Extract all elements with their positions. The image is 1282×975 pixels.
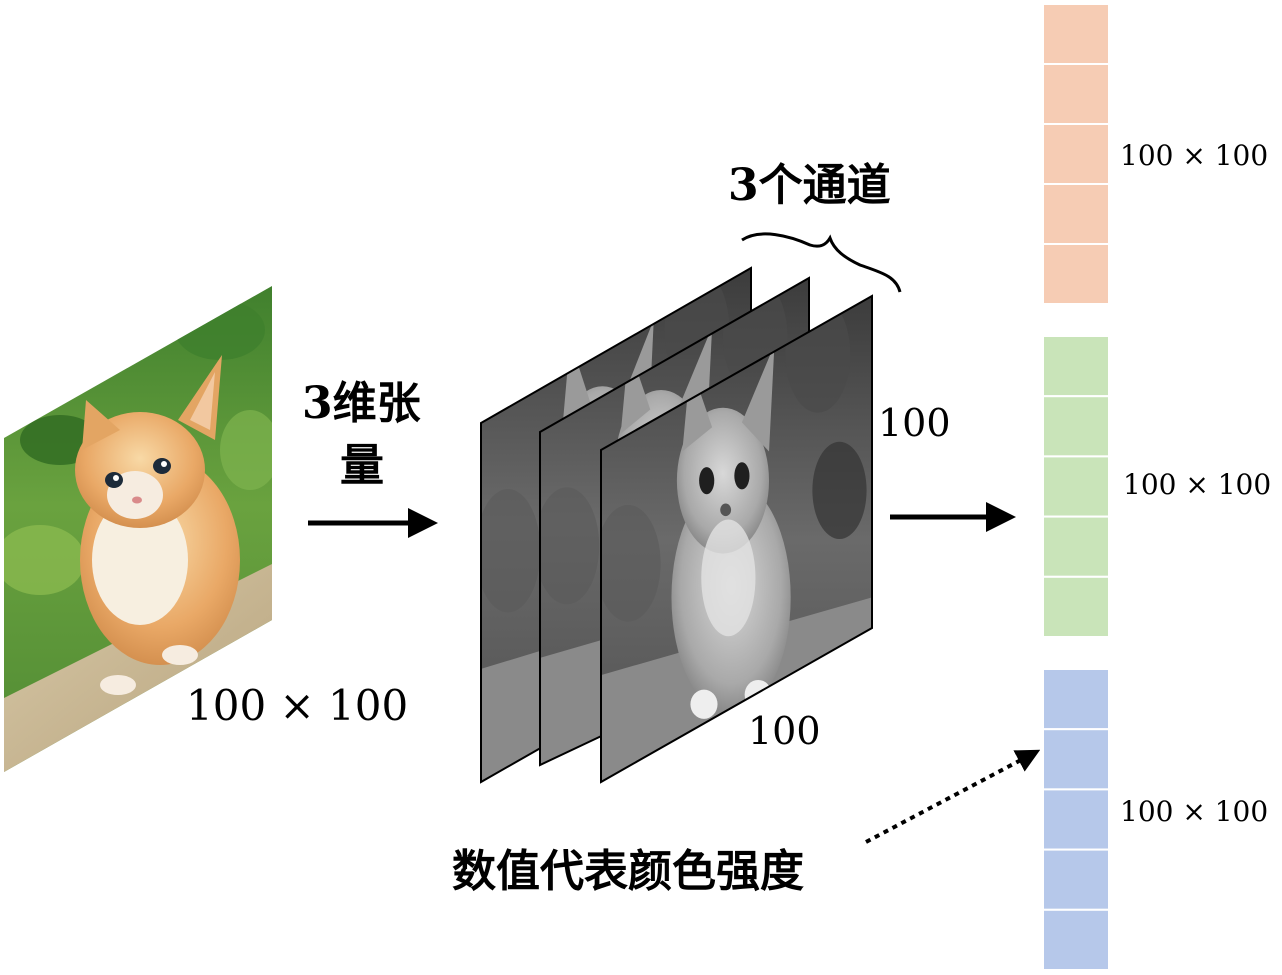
green-vector-cell — [1042, 395, 1110, 458]
red-vector-cell — [1042, 3, 1110, 65]
red-vector-cell — [1042, 63, 1110, 125]
channels-label: 3个通道 — [728, 160, 891, 211]
blue-vector-cell — [1042, 728, 1110, 791]
green-vector-cell — [1042, 575, 1110, 638]
tensor-label-line1: 3维张 — [302, 378, 421, 429]
red-vector-cell — [1042, 183, 1110, 245]
blue-vector-cell — [1042, 848, 1110, 911]
height-label: 100 — [878, 401, 951, 445]
color-intensity-label: 数值代表颜色强度 — [452, 846, 804, 897]
green-block-label: 100 × 100 — [1123, 468, 1271, 501]
green-vector-cell — [1042, 455, 1110, 518]
red-vector-cell — [1042, 123, 1110, 185]
green-vector-cell — [1042, 515, 1110, 578]
image-size-label: 100 × 100 — [186, 681, 408, 730]
green-vector-cell — [1042, 335, 1110, 398]
blue-vector-cell — [1042, 908, 1110, 971]
red-block-label: 100 × 100 — [1120, 139, 1268, 172]
blue-vector-cell — [1042, 788, 1110, 851]
width-label: 100 — [748, 709, 821, 753]
channels-brace — [741, 232, 902, 293]
channel-layer-front — [600, 294, 873, 784]
red-vector-cell — [1042, 243, 1110, 305]
intensity-pointer-arrow — [865, 749, 1041, 844]
blue-block-label: 100 × 100 — [1120, 795, 1268, 828]
blue-vector-cell — [1042, 668, 1110, 731]
tensor-label-line2: 量 — [340, 440, 384, 491]
flattened-vector — [1042, 3, 1110, 971]
